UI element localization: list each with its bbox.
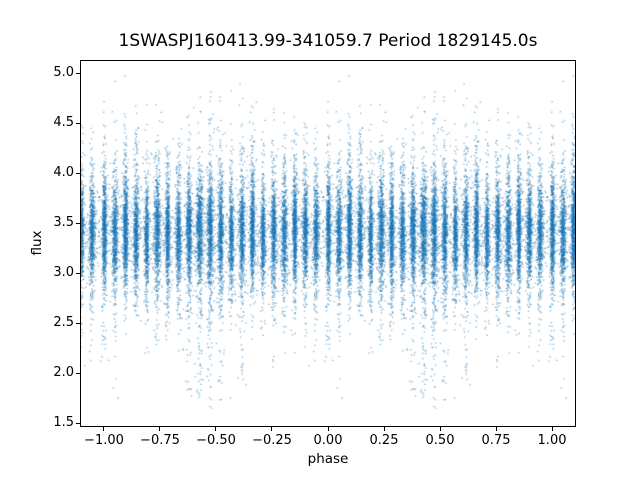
x-tick-mark — [215, 427, 217, 431]
x-tick-mark — [327, 427, 329, 431]
x-tick-label: 0.50 — [425, 433, 455, 448]
y-tick-label: 1.5 — [53, 415, 74, 430]
x-tick-mark — [383, 427, 385, 431]
y-tick-label: 2.5 — [53, 315, 74, 330]
y-tick-mark — [76, 122, 80, 124]
x-tick-mark — [551, 427, 553, 431]
y-tick-label: 3.0 — [53, 265, 74, 280]
y-tick-mark — [76, 222, 80, 224]
y-tick-mark — [76, 272, 80, 274]
y-tick-mark — [76, 422, 80, 424]
x-tick-mark — [159, 427, 161, 431]
scatter-canvas — [81, 61, 575, 426]
y-tick-label: 2.0 — [53, 365, 74, 380]
x-tick-label: −1.00 — [84, 433, 124, 448]
x-axis-label: phase — [307, 451, 349, 467]
x-tick-label: −0.50 — [196, 433, 236, 448]
chart-title: 1SWASPJ160413.99-341059.7 Period 1829145… — [118, 31, 538, 51]
x-tick-mark — [271, 427, 273, 431]
y-tick-label: 3.5 — [53, 215, 74, 230]
plot-area — [80, 60, 576, 427]
x-tick-mark — [103, 427, 105, 431]
y-tick-mark — [76, 72, 80, 74]
x-tick-label: 0.75 — [481, 433, 511, 448]
x-tick-label: −0.25 — [252, 433, 292, 448]
x-tick-mark — [495, 427, 497, 431]
y-tick-mark — [76, 172, 80, 174]
y-tick-mark — [76, 322, 80, 324]
x-tick-label: 0.25 — [369, 433, 399, 448]
x-tick-label: 0.00 — [313, 433, 343, 448]
x-tick-label: −0.75 — [140, 433, 180, 448]
y-tick-label: 4.0 — [53, 165, 74, 180]
y-axis-label: flux — [29, 230, 45, 256]
y-tick-label: 5.0 — [53, 65, 74, 80]
y-tick-label: 4.5 — [53, 115, 74, 130]
x-tick-mark — [439, 427, 441, 431]
y-tick-mark — [76, 372, 80, 374]
x-tick-label: 1.00 — [537, 433, 567, 448]
